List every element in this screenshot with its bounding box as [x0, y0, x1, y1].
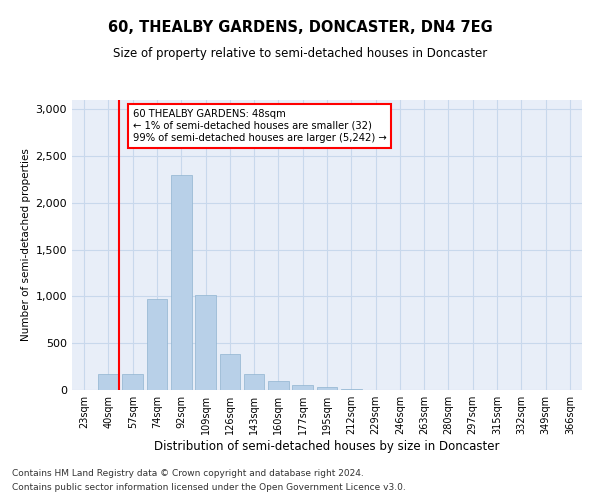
Y-axis label: Number of semi-detached properties: Number of semi-detached properties — [22, 148, 31, 342]
Bar — [98, 374, 119, 390]
Bar — [220, 354, 240, 390]
Bar — [341, 389, 362, 390]
Bar — [292, 385, 313, 390]
Bar — [171, 175, 191, 390]
Bar — [244, 374, 265, 390]
Text: Size of property relative to semi-detached houses in Doncaster: Size of property relative to semi-detach… — [113, 48, 487, 60]
Bar — [317, 387, 337, 390]
Bar — [268, 380, 289, 390]
Bar — [146, 300, 167, 390]
X-axis label: Distribution of semi-detached houses by size in Doncaster: Distribution of semi-detached houses by … — [154, 440, 500, 453]
Text: 60 THEALBY GARDENS: 48sqm
← 1% of semi-detached houses are smaller (32)
99% of s: 60 THEALBY GARDENS: 48sqm ← 1% of semi-d… — [133, 110, 386, 142]
Text: Contains public sector information licensed under the Open Government Licence v3: Contains public sector information licen… — [12, 484, 406, 492]
Text: Contains HM Land Registry data © Crown copyright and database right 2024.: Contains HM Land Registry data © Crown c… — [12, 468, 364, 477]
Bar — [195, 294, 216, 390]
Bar — [122, 374, 143, 390]
Text: 60, THEALBY GARDENS, DONCASTER, DN4 7EG: 60, THEALBY GARDENS, DONCASTER, DN4 7EG — [107, 20, 493, 35]
